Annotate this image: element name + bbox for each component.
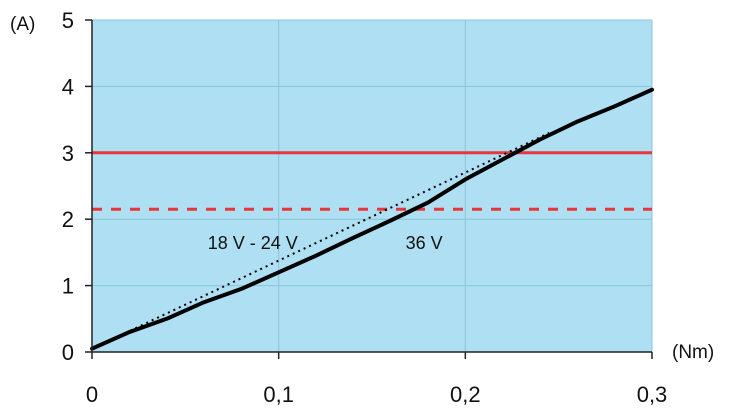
tick-labels: 0 1 2 3 4 5 0 0,1 0,2 0,3	[62, 8, 668, 407]
plot-area	[92, 20, 652, 352]
x-tick-label: 0	[86, 382, 98, 407]
y-tick-label: 3	[62, 141, 74, 166]
y-tick-label: 2	[62, 207, 74, 232]
y-tick-label: 0	[62, 340, 74, 365]
x-axis-unit-label: (Nm)	[672, 342, 714, 363]
x-tick-label: 0,2	[450, 382, 481, 407]
curve-annotation-1: 36 V	[406, 233, 443, 253]
data-series	[90, 87, 654, 351]
curve-annotation-0: 18 V - 24 V	[208, 233, 298, 253]
annotations: 18 V - 24 V 36 V	[208, 233, 443, 253]
x-tick-label: 0,1	[263, 382, 294, 407]
axes	[85, 19, 653, 359]
y-tick-label: 4	[62, 74, 74, 99]
x-tick-label: 0,3	[637, 382, 668, 407]
y-tick-label: 1	[62, 274, 74, 299]
current-curve	[90, 87, 654, 351]
limit-lines	[92, 151, 652, 211]
y-tick-label: 5	[62, 8, 74, 33]
dotted-curve	[91, 131, 550, 350]
y-axis-unit-label: (A)	[10, 14, 35, 35]
